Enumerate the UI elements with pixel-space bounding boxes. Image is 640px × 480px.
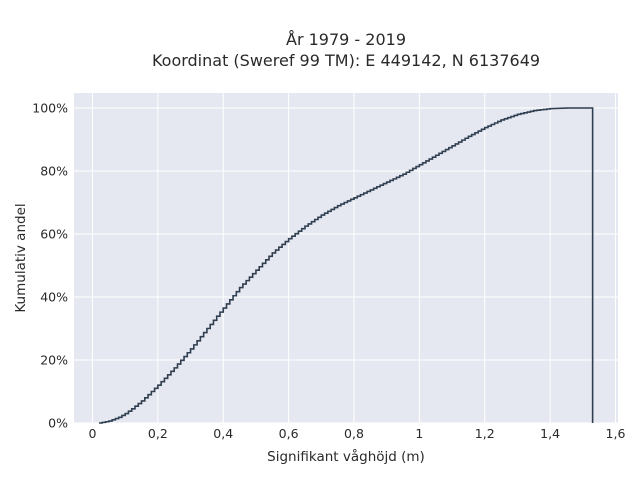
x-tick-label: 0,6 bbox=[279, 426, 299, 441]
x-tick-label: 0,4 bbox=[213, 426, 233, 441]
y-tick-label: 40% bbox=[40, 290, 68, 305]
cumulative-step-line bbox=[99, 107, 594, 424]
x-tick-label: 0,2 bbox=[148, 426, 168, 441]
y-tick-label: 80% bbox=[40, 164, 68, 179]
data-series bbox=[99, 107, 594, 424]
grid-lines bbox=[74, 93, 618, 424]
y-tick-label: 100% bbox=[32, 101, 68, 116]
y-tick-label: 60% bbox=[40, 227, 68, 242]
y-tick-label: 0% bbox=[48, 416, 68, 431]
plot-background bbox=[74, 93, 618, 423]
x-tick-label: 1,4 bbox=[540, 426, 560, 441]
x-tick-label: 1 bbox=[415, 426, 423, 441]
chart-title-line2: Koordinat (Sweref 99 TM): E 449142, N 61… bbox=[152, 51, 540, 70]
x-tick-label: 1,2 bbox=[475, 426, 495, 441]
y-tick-labels: 0% 20% 40% 60% 80% 100% bbox=[32, 101, 68, 431]
x-axis-label: Signifikant våghöjd (m) bbox=[267, 448, 425, 465]
y-tick-label: 20% bbox=[40, 353, 68, 368]
x-tick-label: 1,6 bbox=[606, 426, 626, 441]
x-tick-labels: 0 0,2 0,4 0,6 0,8 1 1,2 1,4 1,6 bbox=[89, 426, 626, 441]
x-tick-label: 0,8 bbox=[344, 426, 364, 441]
x-tick-label: 0 bbox=[89, 426, 97, 441]
y-axis-label: Kumulativ andel bbox=[13, 203, 29, 312]
chart-title-line1: År 1979 - 2019 bbox=[286, 30, 406, 49]
